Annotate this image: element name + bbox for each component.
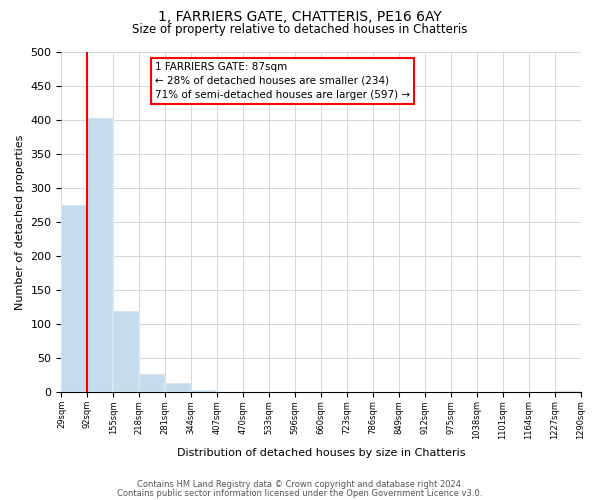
Text: Size of property relative to detached houses in Chatteris: Size of property relative to detached ho… xyxy=(133,22,467,36)
Text: 1, FARRIERS GATE, CHATTERIS, PE16 6AY: 1, FARRIERS GATE, CHATTERIS, PE16 6AY xyxy=(158,10,442,24)
Text: Contains public sector information licensed under the Open Government Licence v3: Contains public sector information licen… xyxy=(118,488,482,498)
X-axis label: Distribution of detached houses by size in Chatteris: Distribution of detached houses by size … xyxy=(177,448,465,458)
Y-axis label: Number of detached properties: Number of detached properties xyxy=(15,134,25,310)
Text: 1 FARRIERS GATE: 87sqm
← 28% of detached houses are smaller (234)
71% of semi-de: 1 FARRIERS GATE: 87sqm ← 28% of detached… xyxy=(155,62,410,100)
Bar xyxy=(165,383,191,392)
Bar xyxy=(61,205,88,392)
Bar xyxy=(191,390,217,392)
Bar xyxy=(139,374,165,392)
Bar xyxy=(113,310,139,392)
Bar xyxy=(554,391,581,392)
Text: Contains HM Land Registry data © Crown copyright and database right 2024.: Contains HM Land Registry data © Crown c… xyxy=(137,480,463,489)
Bar xyxy=(88,118,113,392)
